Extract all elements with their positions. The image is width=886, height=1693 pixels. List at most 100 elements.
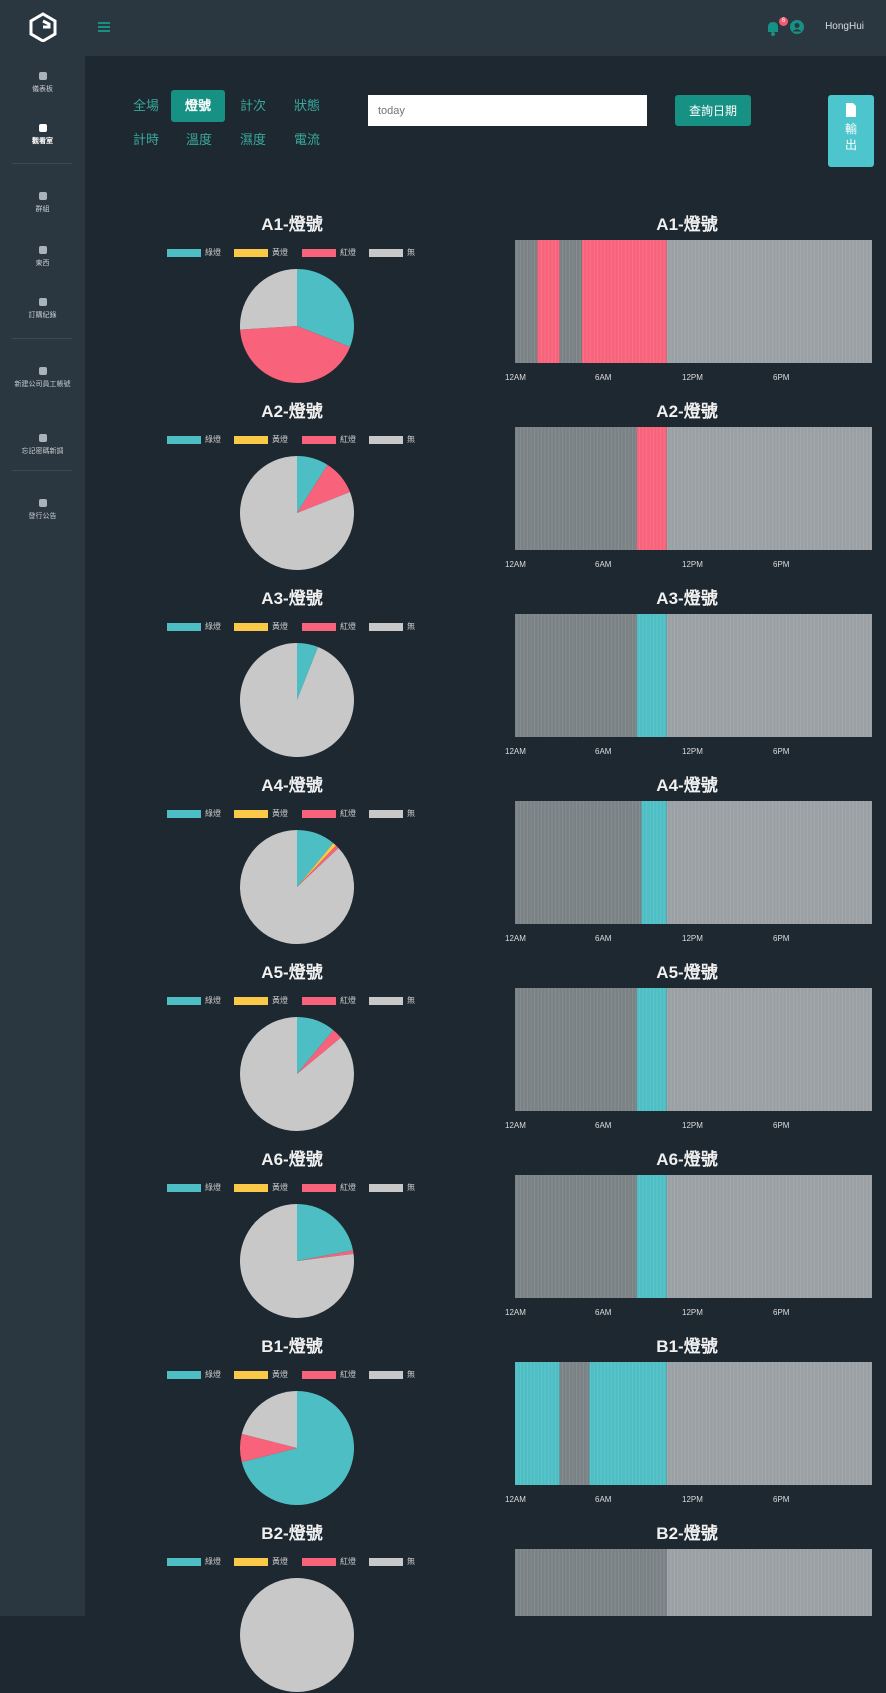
time-tick-label: 6AM [595,560,612,569]
tab-4[interactable]: 計時 [132,132,159,147]
sidebar-item-5[interactable]: 新建公司員工帳號 [0,365,85,390]
timeline-segment[interactable] [666,1175,872,1298]
timeline-segment[interactable] [559,1362,590,1485]
timeline-title: B2-燈號 [656,1524,718,1543]
pie-slice[interactable] [297,464,350,513]
cart-icon [38,298,47,306]
timeline-segment[interactable] [515,1175,637,1298]
tab-2[interactable]: 計次 [239,98,266,113]
pie-slice[interactable] [297,843,337,887]
time-tick-label: 6PM [773,560,790,569]
monitor-icon [38,124,47,132]
timeline-segment[interactable] [515,988,637,1111]
sidebar-item-2[interactable]: 群組 [0,190,85,215]
pie-slice[interactable] [240,269,297,330]
timeline-segment[interactable] [559,240,582,363]
pie-slice[interactable] [240,1017,354,1131]
tab-6[interactable]: 濕度 [239,132,266,147]
logo-icon[interactable] [28,12,58,42]
legend-swatch [369,810,403,818]
export-button[interactable]: 輸出 [828,95,874,167]
legend-label: 綠燈 [205,248,221,257]
timeline-segment[interactable] [666,988,872,1111]
pie-slice[interactable] [240,326,350,383]
pie-legend: 綠燈 黃燈 紅燈 無 [167,248,422,258]
timeline-segment[interactable] [666,240,872,363]
timeline-segment[interactable] [636,1175,667,1298]
tab-1[interactable]: 燈號 [171,90,225,122]
sidebar-item-0[interactable]: 儀表板 [0,70,85,95]
pie-slice[interactable] [297,1017,334,1074]
pie-slice[interactable] [297,456,328,513]
tab-7[interactable]: 電流 [293,132,320,147]
timeline-segment[interactable] [581,240,667,363]
pie-title: A6-燈號 [261,1150,323,1169]
export-label: 輸出 [844,122,857,152]
menu-icon[interactable] [97,19,113,35]
tab-3[interactable]: 狀態 [293,98,320,113]
timeline-segment[interactable] [636,988,667,1111]
pie-slice[interactable] [240,1433,297,1463]
timeline-segment[interactable] [666,1362,872,1485]
pie-slice[interactable] [297,1030,341,1074]
timeline-segment[interactable] [666,427,872,550]
timeline-segment[interactable] [515,801,642,924]
sidebar-item-label: 東西 [35,260,50,267]
time-tick-label: 12PM [682,934,703,943]
pie-slice[interactable] [240,1578,354,1692]
legend-label: 綠燈 [205,809,221,818]
sidebar-item-6[interactable]: 忘記密碼新調 [0,432,85,457]
pie-chart [239,830,354,944]
legend-label: 紅燈 [340,435,356,444]
time-tick-label: 12PM [682,373,703,382]
pie-slice[interactable] [297,830,334,887]
pie-slice[interactable] [297,845,339,887]
date-input[interactable] [368,95,647,126]
sidebar-item-4[interactable]: 訂購紀錄 [0,296,85,321]
pie-slice[interactable] [241,1391,297,1448]
pie-slice[interactable] [297,1250,354,1261]
legend-swatch [167,249,201,257]
timeline-segment[interactable] [641,801,667,924]
time-tick-label: 12PM [682,1121,703,1130]
username[interactable]: HongHui [825,21,864,32]
legend-swatch [234,810,268,818]
tab-0[interactable]: 全場 [132,98,159,113]
timeline-segment[interactable] [515,614,637,737]
sidebar-item-1[interactable]: 觀看室 [0,122,85,147]
tools-icon [38,246,47,254]
timeline-segment[interactable] [636,614,667,737]
timeline-segment[interactable] [537,240,560,363]
sidebar-item-7[interactable]: 發行公告 [0,497,85,522]
pie-slice[interactable] [240,456,354,570]
user-icon[interactable] [790,20,804,34]
time-tick-label: 12PM [682,560,703,569]
pie-slice[interactable] [297,1204,353,1261]
pie-slice[interactable] [297,269,354,347]
timeline-segment[interactable] [515,427,637,550]
timeline-segment[interactable] [666,614,872,737]
timeline-segment[interactable] [589,1362,667,1485]
pie-slice[interactable] [241,1391,354,1505]
tab-5[interactable]: 溫度 [185,132,212,147]
pie-slice[interactable] [239,643,354,757]
timeline-segment[interactable] [515,240,538,363]
pie-slice[interactable] [239,830,354,944]
pie-title: A3-燈號 [261,589,323,608]
pie-slice[interactable] [240,1204,354,1318]
legend-label: 黃燈 [272,1183,288,1192]
timeline-segment[interactable] [515,1362,560,1485]
pie-legend: 綠燈 黃燈 紅燈 無 [167,1557,422,1567]
timeline-segment[interactable] [636,427,667,550]
sidebar-item-label: 訂購紀錄 [28,312,57,319]
pie-slice[interactable] [297,643,318,700]
timeline-segment[interactable] [515,1549,667,1616]
notification-bell-icon[interactable] [764,19,782,37]
time-tick-label: 12AM [505,560,526,569]
legend-label: 無 [407,1370,415,1379]
timeline-segment[interactable] [666,801,872,924]
legend-label: 紅燈 [340,809,356,818]
query-date-button[interactable]: 查詢日期 [675,95,751,126]
sidebar-item-3[interactable]: 東西 [0,244,85,269]
timeline-segment[interactable] [666,1549,872,1616]
